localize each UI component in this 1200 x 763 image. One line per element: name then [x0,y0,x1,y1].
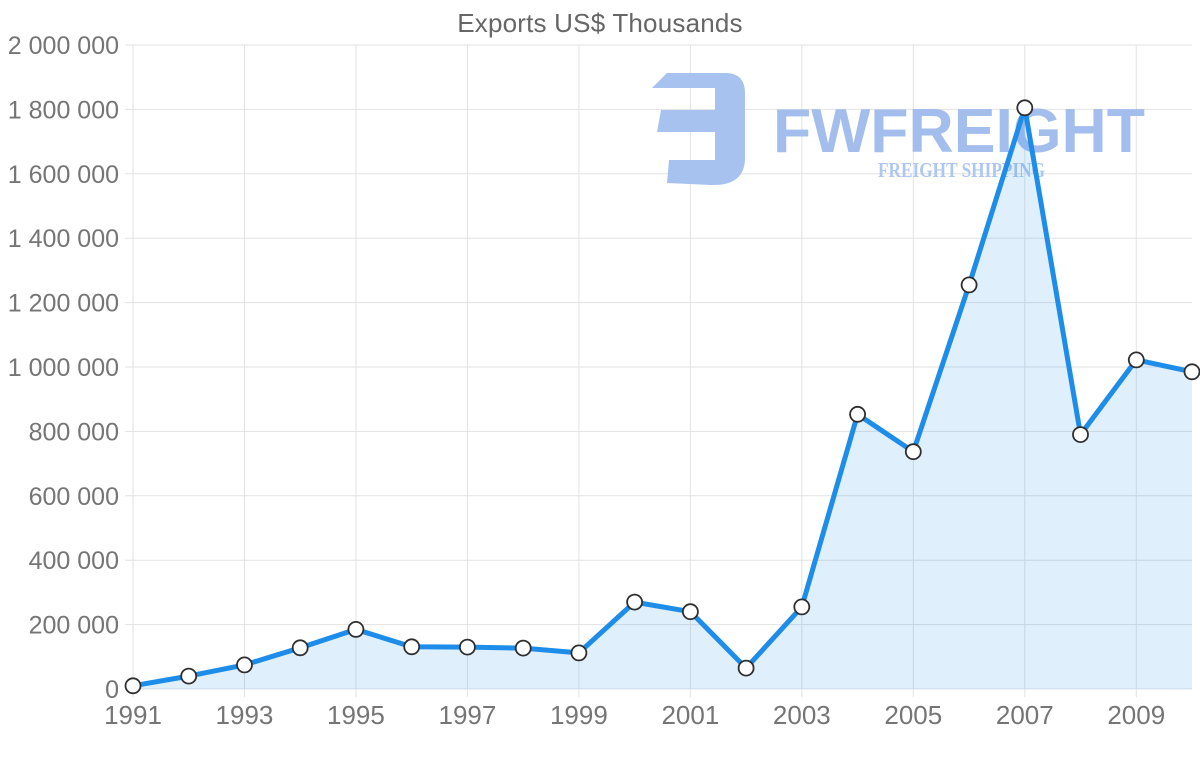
x-axis-label: 2003 [773,700,831,730]
data-point-1998[interactable] [514,639,532,657]
data-point-2010[interactable] [1183,363,1200,381]
y-axis-label: 2 000 000 [8,32,119,60]
data-point-1991[interactable] [124,677,142,695]
data-point-1996[interactable] [403,638,421,656]
y-axis-label: 1 400 000 [8,225,119,253]
y-axis-label: 600 000 [29,483,119,511]
series-area-fill [133,107,1192,690]
data-point-2003[interactable] [793,598,811,616]
data-point-2004[interactable] [849,405,866,423]
y-axis-label: 0 [105,676,119,704]
data-point-1992[interactable] [180,667,198,685]
x-axis-label: 2005 [884,700,942,730]
y-axis-label: 400 000 [29,547,119,575]
data-point-2001[interactable] [682,603,699,621]
y-axis-label: 1 000 000 [8,354,119,382]
data-point-2005[interactable] [904,443,922,461]
x-axis-label: 2009 [1107,700,1165,730]
data-point-2009[interactable] [1127,351,1145,369]
fwfreight-logo-icon [652,73,745,186]
y-axis-label: 1 600 000 [8,161,119,189]
data-point-2008[interactable] [1072,426,1089,444]
watermark-name: FWFREIGHT [773,97,1145,166]
x-axis-label: 1995 [327,700,385,730]
x-axis-label: 1991 [104,700,162,730]
data-point-1997[interactable] [458,638,476,656]
data-point-2006[interactable] [960,276,978,294]
y-axis-label: 800 000 [29,418,119,446]
data-point-1994[interactable] [291,639,309,657]
x-axis-label: 2007 [996,700,1054,730]
y-axis-label: 1 800 000 [8,96,119,124]
x-axis-label: 2001 [661,700,719,730]
data-point-markers [124,99,1200,695]
data-point-2000[interactable] [626,593,643,611]
data-point-1999[interactable] [570,644,588,662]
gridlines [125,44,1192,697]
x-axis-label: 1993 [216,700,274,730]
y-axis-label: 200 000 [29,612,119,640]
data-point-1993[interactable] [236,656,253,674]
watermark-tagline: FREIGHT SHIPPING [878,158,1045,182]
y-axis-label: 1 200 000 [8,290,119,318]
x-axis-label: 1999 [550,700,608,730]
x-axis-label: 1997 [438,700,496,730]
data-point-1995[interactable] [347,621,365,638]
data-point-2007[interactable] [1016,99,1034,117]
x-axis-labels: 1991 1993 1995 1997 1999 2001 2003 2005 2007 2009 [104,700,1165,730]
series-line [130,105,1195,689]
y-axis-labels: 0 200 000 400 000 600 000 800 000 1 000 000 1 … [8,32,119,704]
data-point-2002[interactable] [737,659,755,677]
